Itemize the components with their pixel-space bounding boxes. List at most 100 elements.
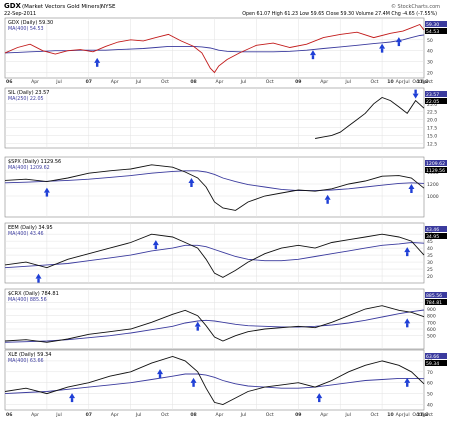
price-tag: 63.66: [426, 354, 439, 360]
price-tag-bg: [425, 167, 447, 173]
x-tick-label: 06: [6, 412, 12, 418]
x-tick-label: Jul: [422, 412, 429, 418]
panel-sil: 12.5 15.0 17.520.0 22.5 25.0 SIL (Daily) 23.5…: [4, 87, 447, 149]
x-tick-label: 10: [387, 412, 393, 418]
panel-ma-label: MA(400) 43.46: [8, 231, 44, 237]
price-line: [4, 233, 425, 278]
x-tick-label: Jul: [240, 79, 247, 85]
panel-label: EEM (Daily) 34.95: [8, 225, 53, 231]
y-tick-label: 50: [427, 38, 433, 44]
y-tick-label: 30: [427, 260, 433, 266]
panel-label: SIL (Daily) 23.57: [8, 90, 49, 96]
x-tick-label: Oct: [371, 79, 379, 85]
x-tick-label: Jul: [135, 79, 142, 85]
price-tag: 1209.62: [426, 161, 445, 167]
y-tick-label: 15.0: [427, 133, 437, 139]
y-tick-label: 60: [427, 381, 433, 387]
x-tick-label: 11: [417, 79, 423, 85]
x-tick-label: Oct: [266, 412, 274, 418]
x-tick-label: Oct: [425, 412, 433, 418]
header-ticker: GDX: [4, 2, 22, 10]
x-tick-label: Jul: [403, 79, 410, 85]
x-tick-label: 11: [417, 412, 423, 418]
price-tag-bg: [425, 160, 447, 166]
price-tag-bg: [425, 292, 447, 298]
y-tick-label: 600: [427, 327, 436, 333]
y-tick-label: 700: [427, 320, 436, 326]
panel-label: $CRX (Daily) 784.81: [8, 291, 59, 297]
price-tag-bg: [425, 98, 447, 104]
signal-arrow: [404, 318, 411, 324]
signal-arrow-stem: [192, 382, 195, 387]
x-tick-label: Apr: [396, 79, 404, 85]
ma-line: [4, 170, 425, 192]
x-tick-label: Oct: [425, 79, 433, 85]
panel-ma-label: MA(400) 63.66: [8, 358, 44, 364]
y-tick-label: 900: [427, 307, 436, 313]
x-tick-label: 06: [6, 79, 12, 85]
x-tick-label: Oct: [412, 412, 420, 418]
x-tick-label: 08: [190, 412, 196, 418]
y-tick-label: 40: [427, 403, 433, 409]
signal-arrow-stem: [190, 183, 193, 187]
signal-arrow: [194, 321, 201, 327]
signal-arrow: [379, 43, 386, 49]
x-tick-label: Jul: [55, 79, 62, 85]
signal-arrow: [190, 377, 197, 383]
price-tag: 43.46: [426, 227, 439, 233]
signal-arrow-stem: [406, 382, 409, 387]
price-line: [4, 305, 425, 343]
x-tick-label: Jul: [344, 412, 351, 418]
header-name: (Market Vectors Gold Miners): [22, 4, 102, 10]
panel-ma-label: MA(250) 22.05: [8, 96, 44, 102]
panel-ma-label: MA(400) 54.53: [8, 26, 44, 32]
price-tag: 1129.56: [426, 168, 445, 174]
price-line: [4, 23, 425, 74]
header-quote: Open 61.07 High 61.23 Low 59.65 Close 59…: [242, 11, 437, 17]
price-tag: 34.95: [426, 234, 439, 240]
signal-arrow-stem: [158, 374, 162, 379]
x-tick-label: Jul: [135, 412, 142, 418]
price-line: [315, 96, 425, 139]
x-tick-label: Apr: [111, 412, 119, 418]
signal-arrow-stem: [410, 189, 413, 193]
y-tick-label: 800: [427, 314, 436, 320]
y-tick-label: 17.5: [427, 125, 437, 131]
price-tag-bg: [425, 360, 447, 366]
price-tag: 22.05: [426, 99, 439, 105]
price-line: [4, 356, 425, 405]
y-tick-label: 12.5: [427, 141, 437, 147]
price-tag: 885.56: [426, 293, 442, 299]
x-tick-label: Apr: [320, 412, 328, 418]
signal-arrow: [152, 240, 159, 246]
x-tick-label: Apr: [31, 412, 39, 418]
price-tag-bg: [425, 28, 447, 34]
x-tick-label: 10: [387, 79, 393, 85]
panel-label: XLE (Daily) 59.34: [8, 352, 51, 358]
y-tick-label: 45: [427, 239, 433, 245]
x-tick-label: Apr: [111, 79, 119, 85]
y-tick-label: 40: [427, 49, 433, 55]
price-tag: 59.30: [426, 22, 439, 28]
x-tick-label: Jul: [422, 79, 429, 85]
signal-arrow-stem: [196, 326, 199, 331]
signal-arrow: [35, 273, 42, 279]
signal-arrow: [94, 57, 101, 63]
price-tag-bg: [425, 21, 447, 27]
price-tag: 59.34: [426, 361, 439, 367]
signal-arrow: [408, 184, 415, 189]
price-tag-bg: [425, 353, 447, 359]
price-tag: 23.57: [426, 92, 439, 98]
x-tick-label: Oct: [266, 79, 274, 85]
x-tick-label: 08: [190, 79, 196, 85]
signal-arrow-stem: [406, 252, 409, 257]
y-tick-label: 500: [427, 334, 436, 340]
x-tick-label: Apr: [216, 412, 224, 418]
panel-label: $SPX (Daily) 1129.56: [8, 159, 61, 165]
header-watermark: © StockCharts.com: [391, 3, 440, 10]
